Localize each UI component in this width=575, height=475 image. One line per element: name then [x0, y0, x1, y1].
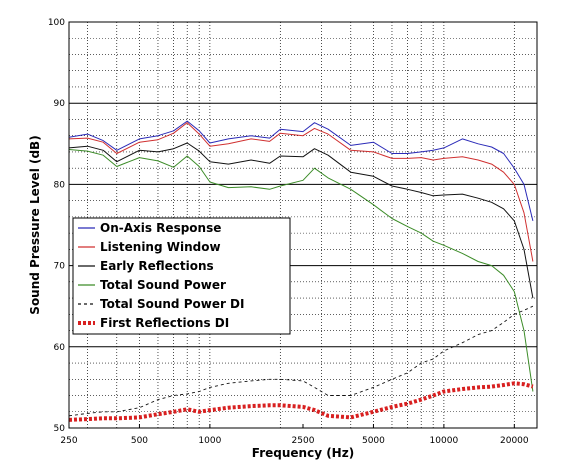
series-line-5: [68, 305, 534, 417]
legend-label-1: On-Axis Response: [100, 221, 221, 235]
series-line-2: [68, 122, 534, 262]
x-tick-label: 1000: [198, 436, 221, 446]
legend-label-4: Total Sound Power: [100, 278, 226, 292]
y-tick-label: 50: [54, 424, 66, 434]
legend-label-2: Listening Window: [100, 240, 221, 254]
y-tick-label: 90: [54, 99, 66, 109]
x-tick-label: 250: [60, 436, 77, 446]
series-lines: [68, 120, 534, 422]
y-tick-label: 80: [54, 180, 66, 190]
legend-label-6: First Reflections DI: [100, 316, 229, 330]
plot-frame: [68, 21, 538, 429]
y-tick-label: 70: [54, 262, 66, 272]
y-axis-title: Sound Pressure Level (dB): [28, 135, 42, 314]
axis-ticks: 250 500 1000 2500 5000 10000 20000 50 60 70 80 90 10…: [48, 18, 529, 446]
legend-box: [72, 217, 291, 335]
x-tick-label: 10000: [430, 436, 459, 446]
legend-label-3: Early Reflections: [100, 259, 214, 273]
x-tick-label: 20000: [500, 436, 529, 446]
y-tick-label: 100: [48, 18, 65, 28]
series-line-6: [68, 381, 534, 422]
series-line-1: [68, 120, 534, 222]
legend: On-Axis Response Listening Window Early Re…: [72, 217, 291, 335]
x-axis-title: Frequency (Hz): [252, 446, 354, 460]
series-line-3: [68, 142, 534, 299]
legend-label-5: Total Sound Power DI: [100, 297, 245, 311]
x-tick-label: 2500: [292, 436, 315, 446]
x-tick-label: 5000: [362, 436, 385, 446]
y-tick-label: 60: [54, 343, 66, 353]
x-tick-label: 500: [131, 436, 148, 446]
series-line-4: [68, 149, 534, 392]
